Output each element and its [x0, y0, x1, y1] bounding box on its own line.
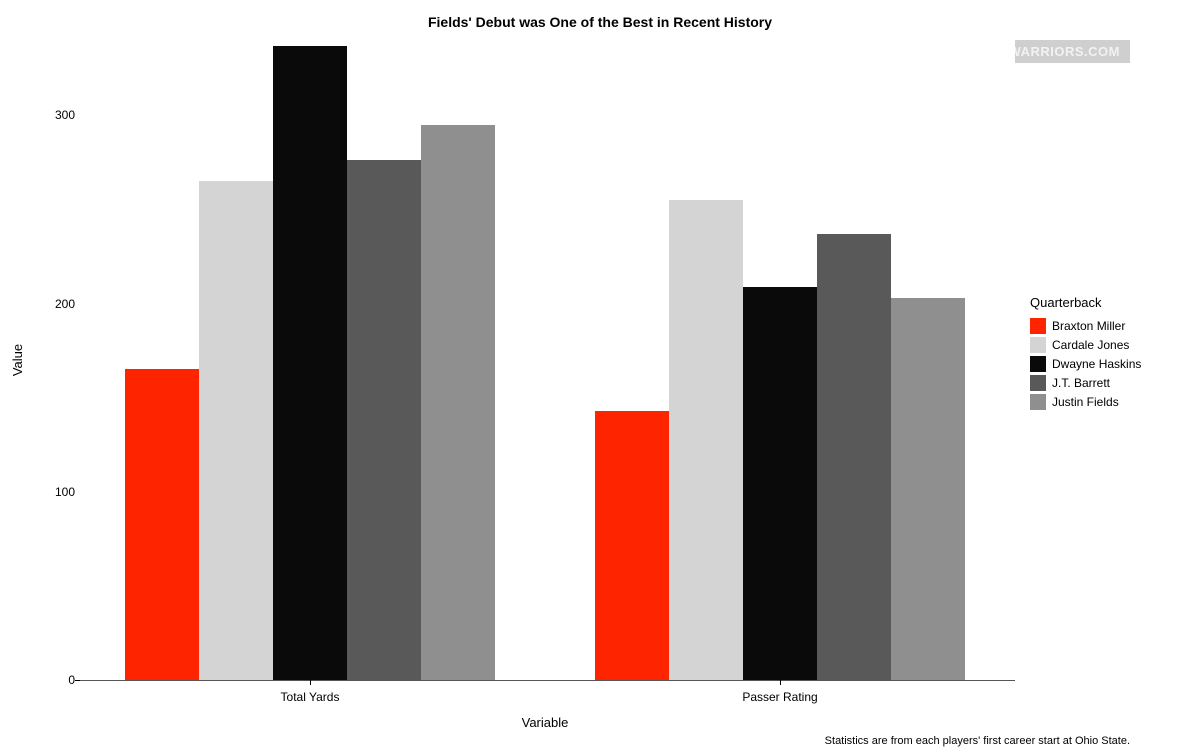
- bar: [817, 234, 891, 680]
- bar: [125, 369, 199, 680]
- legend-swatch: [1030, 318, 1046, 334]
- bar: [595, 411, 669, 680]
- bar: [421, 125, 495, 680]
- legend-title: Quarterback: [1030, 295, 1141, 310]
- legend-item: Dwayne Haskins: [1030, 356, 1141, 372]
- x-axis-label: Variable: [75, 715, 1015, 730]
- legend-item: Cardale Jones: [1030, 337, 1141, 353]
- legend-swatch: [1030, 375, 1046, 391]
- bar: [199, 181, 273, 680]
- legend-label: Cardale Jones: [1052, 338, 1129, 352]
- legend-label: J.T. Barrett: [1052, 376, 1110, 390]
- bar: [347, 160, 421, 680]
- chart-caption: Statistics are from each players' first …: [825, 735, 1130, 747]
- y-axis: 0100200300: [40, 40, 75, 680]
- legend-label: Dwayne Haskins: [1052, 357, 1141, 371]
- chart-title: Fields' Debut was One of the Best in Rec…: [0, 14, 1200, 30]
- legend-label: Justin Fields: [1052, 395, 1119, 409]
- y-tick-label: 200: [45, 297, 75, 311]
- y-tick-mark: [75, 680, 80, 681]
- y-tick-label: 0: [45, 673, 75, 687]
- x-tick-label: Passer Rating: [742, 690, 817, 704]
- x-tick-label: Total Yards: [281, 690, 340, 704]
- legend-item: Braxton Miller: [1030, 318, 1141, 334]
- legend-swatch: [1030, 394, 1046, 410]
- legend-swatch: [1030, 356, 1046, 372]
- y-axis-label: Value: [10, 344, 25, 376]
- legend-item: Justin Fields: [1030, 394, 1141, 410]
- x-tick-mark: [310, 680, 311, 685]
- x-tick-mark: [780, 680, 781, 685]
- legend-item: J.T. Barrett: [1030, 375, 1141, 391]
- legend: Quarterback Braxton Miller Cardale Jones D…: [1030, 295, 1141, 413]
- bar: [891, 298, 965, 680]
- legend-swatch: [1030, 337, 1046, 353]
- x-axis-line: [75, 680, 1015, 681]
- legend-label: Braxton Miller: [1052, 319, 1125, 333]
- y-tick-label: 300: [45, 108, 75, 122]
- bar: [669, 200, 743, 680]
- bar: [273, 46, 347, 680]
- bar: [743, 287, 817, 680]
- plot-area: [75, 40, 1015, 680]
- y-tick-label: 100: [45, 485, 75, 499]
